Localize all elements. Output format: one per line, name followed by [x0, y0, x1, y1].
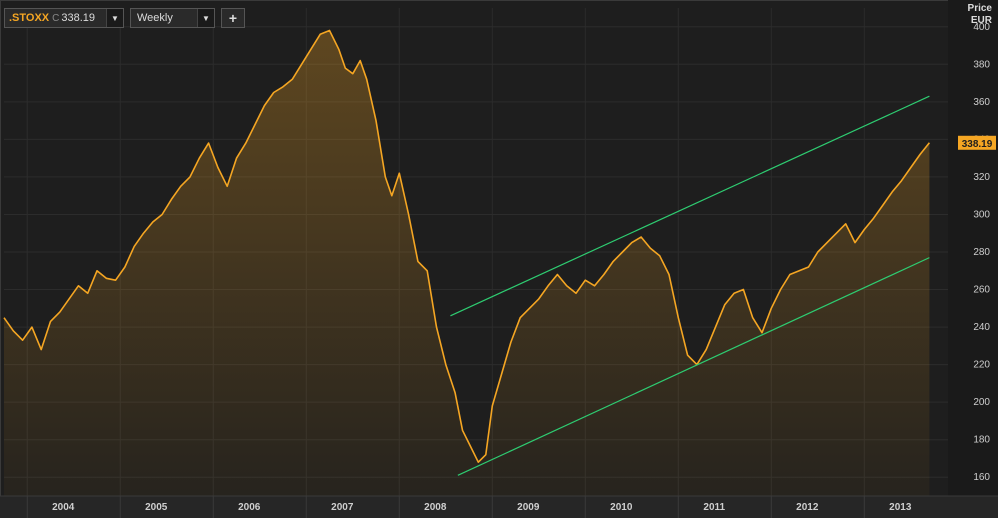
y-tick-label: 200	[973, 397, 990, 408]
y-tick-label: 360	[973, 97, 990, 108]
trend-channel	[450, 95, 930, 476]
y-tick-label: 240	[973, 322, 990, 333]
close-prefix: C	[52, 12, 60, 24]
price-line	[3, 29, 931, 463]
y-tick-label: 280	[973, 247, 990, 258]
chart-toolbar: .STOXX C 338.19 ▼ Weekly ▼ +	[4, 8, 245, 30]
x-tick-label: 2011	[703, 502, 725, 513]
last-price-label: 338.19	[962, 139, 993, 150]
y-axis-panel	[948, 0, 998, 518]
y-tick-label: 160	[973, 472, 990, 483]
x-tick-label: 2008	[424, 502, 447, 513]
symbol-label: .STOXX	[9, 12, 50, 24]
axis-header: Price EUR	[968, 3, 992, 27]
price-area-fill	[4, 30, 930, 496]
last-price-marker: 338.19	[958, 135, 996, 150]
add-indicator-button[interactable]: +	[221, 8, 245, 28]
x-tick-label: 2013	[889, 502, 912, 513]
y-tick-label: 380	[973, 59, 990, 70]
channel-upper-line	[450, 95, 930, 317]
axis-header-price: Price	[967, 3, 992, 14]
close-value: 338.19	[61, 12, 96, 24]
chevron-down-icon[interactable]: ▼	[197, 9, 214, 27]
x-tick-label: 2010	[610, 502, 633, 513]
x-tick-label: 2007	[331, 502, 354, 513]
x-axis-band	[0, 496, 998, 518]
y-tick-label: 320	[973, 172, 990, 183]
y-tick-label: 220	[973, 360, 990, 371]
price-area	[4, 30, 930, 496]
y-tick-label: 180	[973, 435, 990, 446]
symbol-selector[interactable]: .STOXX C 338.19 ▼	[4, 8, 124, 28]
y-tick-label: 300	[973, 209, 990, 220]
last-price-badge	[958, 135, 996, 150]
period-selector[interactable]: Weekly ▼	[130, 8, 215, 28]
y-axis: 160180200220240260280300320340360380400	[948, 0, 998, 518]
y-tick-label: 400	[973, 22, 990, 33]
axis-header-currency: EUR	[970, 15, 992, 26]
x-tick-label: 2009	[517, 502, 540, 513]
plus-icon: +	[228, 10, 238, 26]
period-label: Weekly	[137, 12, 173, 24]
channel-lower-line	[457, 257, 930, 476]
x-tick-label: 2004	[52, 502, 75, 513]
x-axis: 2004 2005 2006 2007 2008 2009 2010 2011 2012 2013	[0, 495, 998, 518]
x-tick-label: 2005	[145, 502, 168, 513]
y-tick-label: 260	[973, 285, 990, 296]
chevron-down-icon[interactable]: ▼	[106, 9, 123, 27]
price-series-line	[3, 29, 931, 463]
x-tick-label: 2012	[796, 502, 819, 513]
x-tick-label: 2006	[238, 502, 261, 513]
